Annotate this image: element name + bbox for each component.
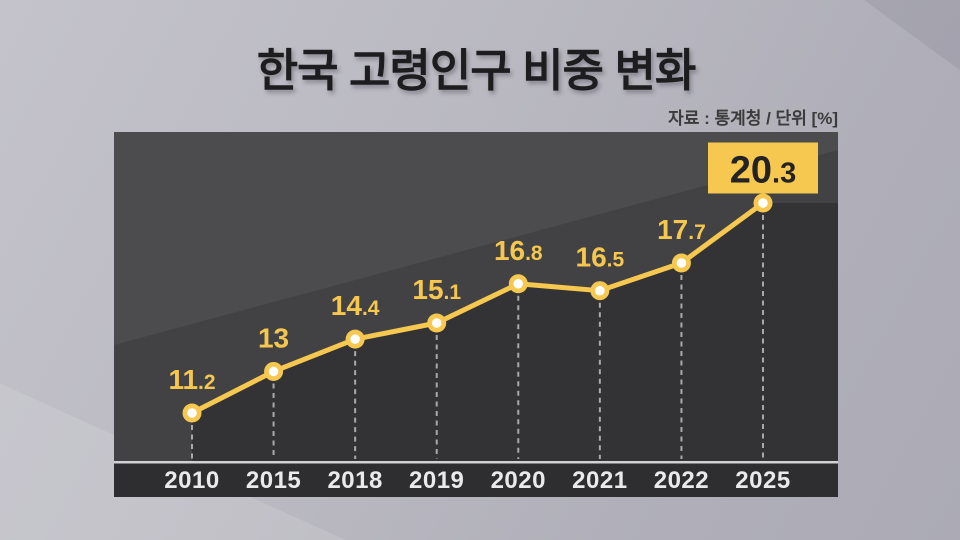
line-chart: 20.3 11.2 13 14.4 15.1 16.8 16.5 17.7 2010 2015 20…: [114, 132, 838, 497]
highlight-value-label: 20.3: [730, 150, 796, 192]
x-axis-label: 2022: [654, 467, 709, 494]
x-axis-band: [114, 463, 838, 497]
x-axis-label: 2019: [409, 467, 464, 494]
data-point-marker: [268, 366, 279, 377]
data-line: [189, 200, 766, 416]
x-axis-line: [114, 461, 838, 464]
data-point-marker: [758, 198, 768, 208]
data-point-marker: [676, 258, 687, 268]
chart-title: 한국 고령인구 비중 변화: [256, 45, 697, 96]
value-label: 13: [258, 322, 289, 353]
value-label: 14.4: [331, 290, 380, 321]
value-label: 17.7: [657, 214, 706, 245]
x-axis-label: 2020: [491, 467, 546, 494]
highlight-value-box: [708, 142, 818, 194]
value-label: 11.2: [168, 364, 215, 395]
x-axis-label: 2015: [246, 467, 301, 494]
data-point-marker: [350, 334, 360, 344]
chart-panel: 20.3 11.2 13 14.4 15.1 16.8 16.5 17.7 2010 2015 20…: [114, 132, 838, 497]
x-axis-label: 2025: [735, 467, 790, 494]
x-axis-label: 2021: [572, 467, 627, 494]
data-point-marker: [513, 278, 524, 289]
source-note: 자료 : 통계청 / 단위 [%]: [668, 109, 838, 128]
x-axis-label: 2010: [164, 467, 219, 494]
data-point-marker: [595, 285, 605, 296]
data-point-marker: [431, 318, 442, 328]
plot-light-wedge: [114, 132, 838, 345]
value-label: 15.1: [412, 274, 461, 305]
data-point-marker: [187, 408, 197, 418]
value-label: 16.5: [576, 242, 625, 273]
value-label: 16.8: [494, 235, 543, 266]
x-axis-label: 2018: [327, 467, 382, 494]
